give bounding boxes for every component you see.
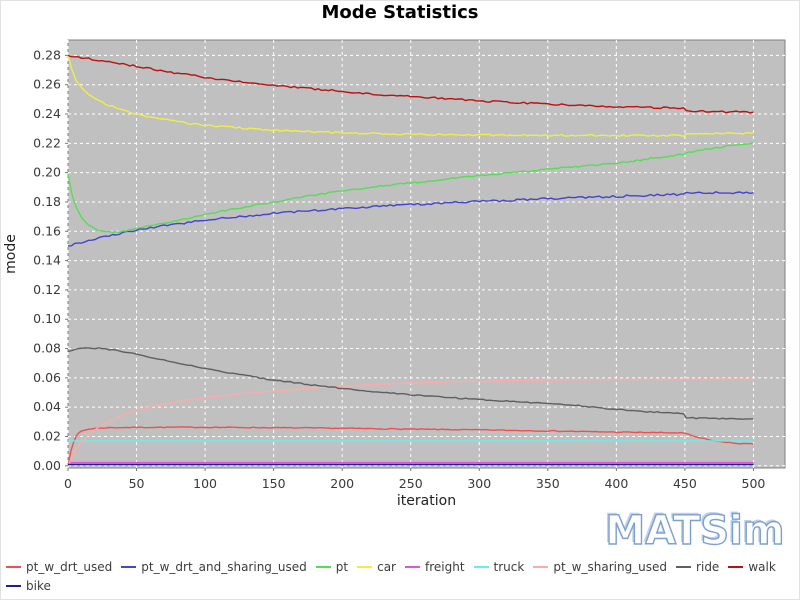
- series-pt_w_drt_and_sharing_used: [67, 191, 754, 247]
- plot-background: [67, 39, 786, 469]
- chart-title: Mode Statistics: [321, 2, 479, 23]
- legend-item-pt_w_sharing_used: pt_w_sharing_used: [533, 560, 667, 574]
- legend-label: pt_w_drt_used: [26, 559, 113, 574]
- legend-label: truck: [493, 559, 525, 574]
- x-tick-label: 400: [604, 476, 628, 491]
- y-tick-label: 0.20: [33, 165, 61, 180]
- y-tick-label: 0.26: [33, 77, 61, 92]
- legend-item-car: car: [357, 560, 396, 574]
- legend-label: freight: [425, 559, 465, 574]
- legend-row: pt_w_drt_used pt_w_drt_and_sharing_used pt…: [6, 557, 796, 576]
- x-tick-label: 50: [129, 476, 145, 491]
- legend-marker-bike: [6, 584, 21, 587]
- legend-label: ride: [696, 559, 720, 574]
- legend-label: pt_w_sharing_used: [553, 559, 668, 574]
- x-tick-label: 200: [330, 476, 354, 491]
- y-tick-label: 0.02: [33, 428, 61, 443]
- x-tick-label: 250: [399, 476, 423, 491]
- legend-label: walk: [748, 559, 776, 574]
- y-axis-label: mode: [3, 234, 19, 274]
- legend-marker-walk: [728, 565, 744, 568]
- x-tick-label: 450: [673, 476, 697, 491]
- x-tick-label: 0: [64, 476, 72, 491]
- y-tick-label: 0.04: [33, 399, 61, 414]
- legend-item-pt_w_drt_used: pt_w_drt_used: [6, 560, 112, 574]
- x-tick-label: 300: [467, 476, 491, 491]
- series-car: [67, 55, 754, 138]
- y-tick-label: 0.12: [33, 282, 61, 297]
- y-tick-label: 0.00: [33, 458, 61, 473]
- series-pt: [67, 141, 754, 234]
- legend-label: pt: [335, 559, 349, 574]
- mode-statistics-plot: 0 50 100 150 200 250 300 350 400 450 500 0.00 0.02 0.…: [3, 39, 786, 509]
- legend-item-freight: freight: [405, 560, 465, 574]
- y-tick-label: 0.14: [33, 253, 61, 268]
- x-tick-label: 350: [536, 476, 560, 491]
- legend-marker-ride: [676, 565, 692, 568]
- x-tick-label: 100: [193, 476, 217, 491]
- x-tick-label: 500: [742, 476, 766, 491]
- matsim-watermark: MATSim MATSim: [596, 503, 796, 561]
- y-tick-label: 0.10: [33, 311, 61, 326]
- legend-item-walk: walk: [728, 559, 776, 574]
- series-ride: [67, 347, 754, 420]
- y-tick-label: 0.28: [33, 47, 61, 62]
- legend-item-truck: truck: [473, 559, 525, 574]
- matsim-logo-text: MATSim: [605, 508, 784, 554]
- x-axis-label: iteration: [397, 493, 456, 509]
- legend-item-pt: pt: [315, 559, 349, 574]
- series-walk: [67, 54, 754, 114]
- series-pt_w_sharing_used: [67, 378, 754, 467]
- legend-marker-pt: [315, 565, 331, 568]
- legend-item-bike: bike: [6, 579, 51, 593]
- legend-item-pt_w_drt_and_sharing_used: pt_w_drt_and_sharing_used: [121, 560, 307, 574]
- legend-item-ride: ride: [676, 560, 719, 574]
- legend-label: bike: [26, 578, 51, 593]
- chart-legend: pt_w_drt_used pt_w_drt_and_sharing_used pt…: [6, 557, 796, 595]
- y-tick-label: 0.08: [33, 341, 61, 356]
- legend-marker-freight: [405, 565, 420, 568]
- legend-marker-car: [357, 565, 373, 568]
- legend-marker-pt_w_drt_and_sharing_used: [121, 565, 137, 568]
- y-tick-label: 0.16: [33, 223, 61, 238]
- matsim-logo-shadow: MATSim: [603, 506, 782, 552]
- legend-label: pt_w_drt_and_sharing_used: [141, 559, 307, 574]
- legend-row: bike: [6, 576, 796, 595]
- y-tick-label: 0.22: [33, 135, 61, 150]
- y-tick-label: 0.18: [33, 194, 61, 209]
- legend-marker-pt_w_drt_used: [6, 565, 21, 568]
- legend-marker-truck: [473, 565, 489, 568]
- matsim-logo: MATSim MATSim: [603, 506, 785, 555]
- legend-marker-pt_w_sharing_used: [533, 565, 549, 568]
- y-tick-label: 0.06: [33, 370, 61, 385]
- y-tick-label: 0.24: [33, 106, 61, 121]
- x-tick-label: 150: [262, 476, 286, 491]
- series-pt_w_drt_used: [67, 426, 754, 466]
- legend-label: car: [377, 559, 396, 574]
